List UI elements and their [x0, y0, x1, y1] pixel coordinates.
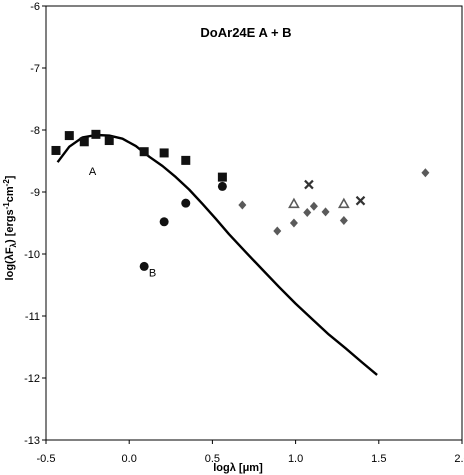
model-sed-curve [56, 133, 378, 376]
square-point [217, 172, 227, 182]
cross-stroke [355, 195, 366, 206]
triangle-point [337, 197, 350, 209]
y-tick-label: -8 [30, 125, 40, 137]
square-point [159, 148, 169, 158]
annotation-label: B [149, 268, 156, 280]
circle-point [217, 181, 227, 191]
x-axis-label: logλ [μm] [213, 462, 263, 474]
x-tick-label: 1.0 [288, 453, 303, 465]
y-tick-label: -9 [30, 187, 40, 199]
x-tick-label: 2.0 [454, 453, 464, 465]
circle-point [139, 261, 149, 271]
x-tick-label: 0.5 [205, 453, 220, 465]
diamond-point [289, 218, 298, 228]
diamond-point [273, 226, 282, 236]
cross-point [355, 195, 366, 206]
data-points-layer [51, 129, 430, 271]
diamond-point [238, 200, 247, 210]
x-tick-label: -0.5 [37, 453, 56, 465]
y-tick-label: -7 [30, 63, 40, 75]
square-point [91, 129, 101, 139]
circle-point [159, 217, 169, 227]
plot-frame [45, 5, 463, 441]
axis-ticks [42, 5, 463, 444]
square-point [64, 131, 74, 141]
x-tick-label: 0.0 [122, 453, 137, 465]
y-tick-label: -11 [25, 311, 40, 323]
y-tick-label: -10 [24, 249, 40, 261]
cross-stroke [304, 179, 314, 190]
square-point [139, 147, 149, 157]
model-curve-layer [56, 133, 378, 376]
square-point [51, 145, 61, 155]
diamond-point [321, 207, 330, 217]
diamond-point [309, 201, 318, 211]
x-tick-label: 1.5 [371, 453, 386, 465]
cross-point [304, 179, 314, 190]
square-point [104, 136, 114, 146]
annotation-label: A [89, 166, 97, 178]
chart-title: DoAr24E A + B [200, 25, 291, 40]
diamond-point [303, 207, 312, 217]
diamond-point [339, 216, 348, 226]
square-point [79, 137, 89, 147]
circle-point [181, 198, 191, 208]
y-tick-label: -12 [24, 373, 40, 385]
square-point [181, 155, 191, 165]
y-tick-label: -6 [30, 1, 40, 13]
y-axis-label: log(λFλ) [ergs-1cm-2] [2, 175, 18, 280]
diamond-point [421, 168, 430, 178]
y-tick-label: -13 [24, 435, 40, 447]
triangle-point [288, 197, 300, 209]
